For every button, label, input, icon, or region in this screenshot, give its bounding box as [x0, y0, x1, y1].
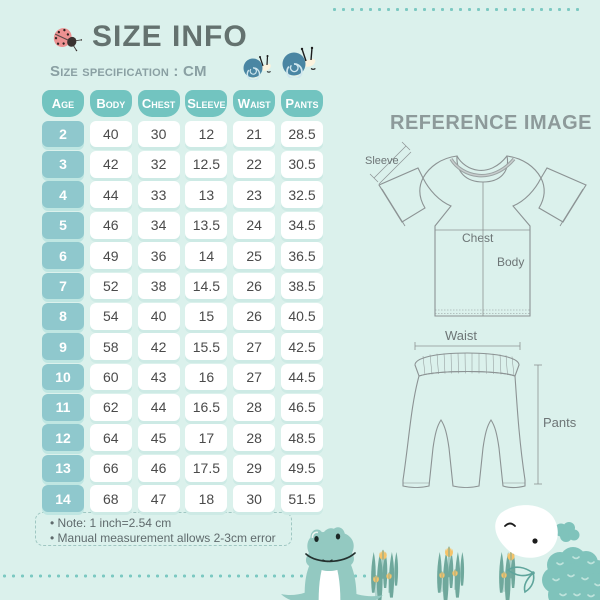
- svg-text:Pants: Pants: [543, 415, 577, 430]
- svg-text:Chest: Chest: [462, 231, 494, 245]
- svg-text:Waist: Waist: [445, 330, 477, 343]
- svg-text:Sleeve: Sleeve: [365, 155, 399, 167]
- svg-text:Body: Body: [497, 255, 524, 269]
